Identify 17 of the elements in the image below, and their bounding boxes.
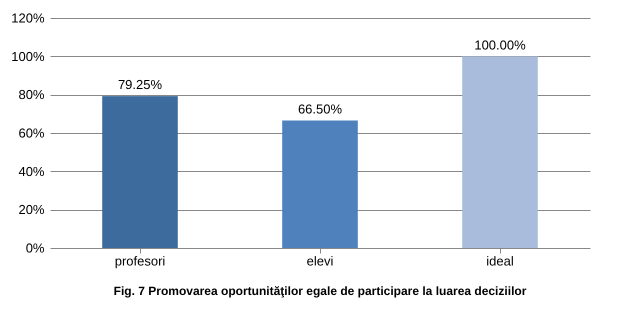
bar (282, 120, 358, 248)
y-tick-label: 120% (11, 10, 45, 26)
x-tick-label: profesori (114, 254, 166, 268)
y-tick-label: 20% (18, 202, 45, 218)
y-tick-label: 60% (18, 126, 45, 140)
bar (102, 96, 178, 248)
text: Fig. 7 Promovarea oportunităţilor egale de participare la luarea deciziilor (114, 284, 527, 298)
data-label: 79.25% (118, 77, 162, 92)
x-tick-label: ideal (486, 254, 514, 268)
y-tick-label: 100% (11, 48, 45, 64)
y-tick-label: 80% (18, 87, 45, 102)
y-tick-label: 40% (18, 164, 45, 179)
y-tick-label: 0% (26, 240, 45, 256)
x-tick-label: elevi (306, 254, 334, 268)
data-label: 100.00% (474, 37, 526, 52)
bar (462, 56, 538, 248)
data-label: 66.50% (298, 102, 342, 117)
